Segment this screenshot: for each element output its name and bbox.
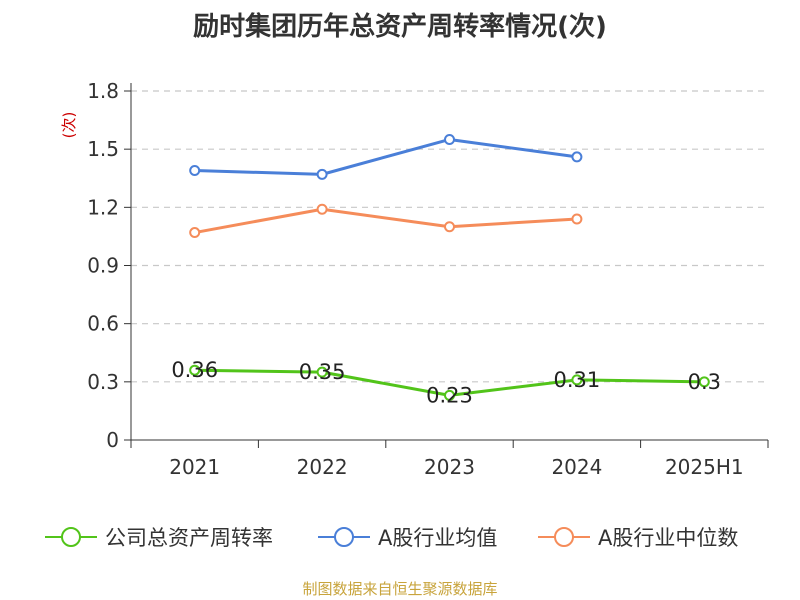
legend-marker-industry-median (538, 527, 590, 547)
data-label-0-4: 0.3 (688, 370, 721, 394)
x-tick-label-4: 2025H1 (665, 455, 744, 479)
series-2-point-3 (571, 213, 583, 225)
y-tick-label-6: 1.8 (87, 79, 119, 103)
y-tick-label-4: 1.2 (87, 195, 119, 219)
series-line-2 (194, 207, 577, 235)
legend-marker-industry-mean (318, 527, 370, 547)
series-0-point-0 (189, 364, 201, 376)
data-label-0-2: 0.23 (426, 383, 473, 407)
legend-label-industry-mean: A股行业均值 (378, 526, 498, 550)
legend-item-company[interactable]: 公司总资产周转率 (45, 520, 273, 554)
series-0-point-3 (571, 374, 583, 386)
y-axis-label: (次) (60, 112, 78, 139)
series-1-point-0 (189, 164, 201, 176)
series-lines (189, 133, 710, 401)
legend-marker-company (45, 527, 97, 547)
source-note: 制图数据来自恒生聚源数据库 (302, 580, 498, 598)
series-2-point-0 (189, 227, 201, 239)
legend-item-industry-median[interactable]: A股行业中位数 (538, 520, 738, 554)
series-2-point-1 (316, 203, 328, 215)
legend-label-industry-median: A股行业中位数 (598, 526, 739, 550)
series-1-point-3 (571, 151, 583, 163)
x-tick-label-1: 2022 (297, 455, 348, 479)
legend-item-industry-mean[interactable]: A股行业均值 (318, 520, 497, 554)
series-0-point-1 (316, 366, 328, 378)
series-2-point-2 (444, 221, 455, 233)
series-0-point-2 (444, 389, 455, 401)
y-tick-label-2: 0.6 (87, 312, 119, 336)
legend: 公司总资产周转率 A股行业均值 A股行业中位数 (0, 520, 800, 554)
legend-label-company: 公司总资产周转率 (105, 526, 273, 550)
data-label-0-0: 0.36 (171, 358, 218, 382)
series-1-point-2 (444, 133, 455, 145)
series-0-point-4 (698, 376, 710, 388)
series-line-1 (194, 137, 578, 176)
x-tick-label-2: 2023 (424, 455, 475, 479)
chart-title: 励时集团历年总资产周转率情况(次) (193, 12, 607, 42)
axes: 0 0.3 0.6 0.9 1.2 1.5 1.8 2021 2022 2023 2024 2025H… (87, 79, 769, 479)
data-labels: 0.36 0.35 0.23 0.31 0.3 (171, 358, 721, 407)
y-tick-label-5: 1.5 (87, 137, 119, 161)
x-tick-label-0: 2021 (169, 455, 220, 479)
y-tick-label-3: 0.9 (87, 254, 119, 278)
x-tick-label-3: 2024 (551, 455, 602, 479)
y-tick-label-0: 0 (106, 428, 119, 452)
series-1-point-1 (316, 168, 328, 180)
data-label-0-1: 0.35 (299, 360, 346, 384)
y-tick-label-1: 0.3 (87, 370, 119, 394)
data-label-0-3: 0.31 (554, 368, 601, 392)
